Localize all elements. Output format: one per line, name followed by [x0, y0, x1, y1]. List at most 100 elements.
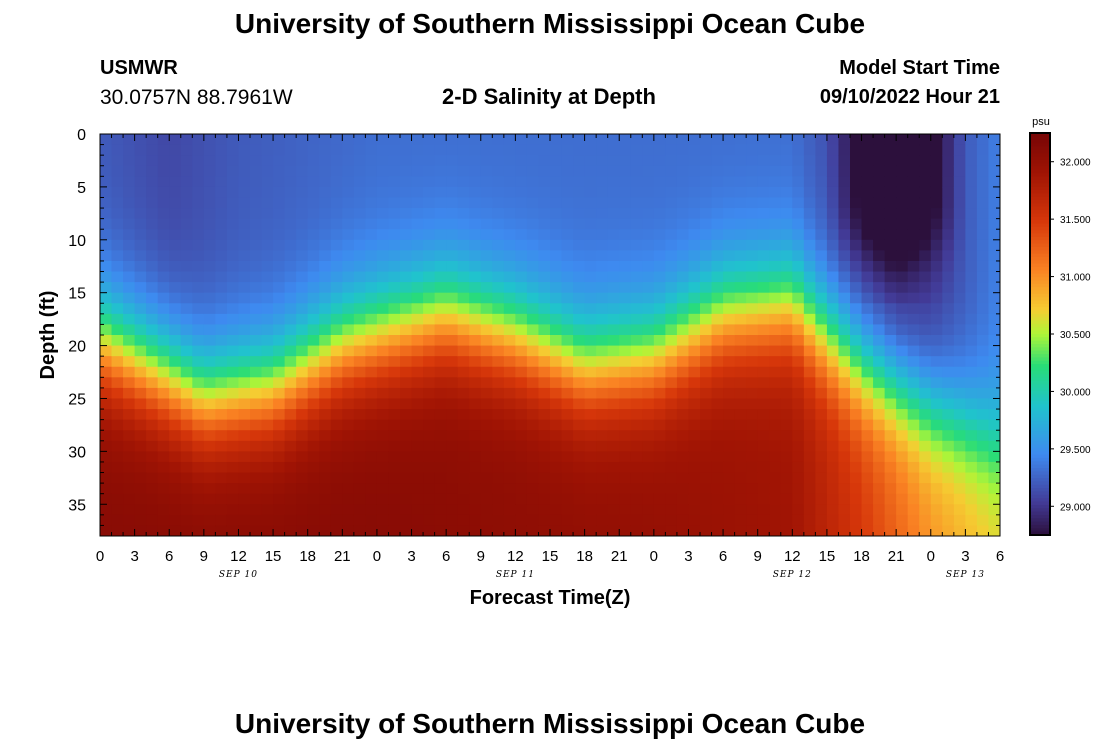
heatmap-cell [550, 356, 563, 368]
heatmap-cell [746, 440, 759, 452]
heatmap-cell [192, 292, 205, 304]
heatmap-cell [480, 472, 493, 484]
heatmap-cell [665, 282, 678, 294]
heatmap-cell [988, 303, 1000, 315]
heatmap-cell [653, 229, 666, 241]
heatmap-cell [446, 440, 459, 452]
heatmap-cell [942, 303, 955, 315]
heatmap-cell [319, 377, 332, 389]
heatmap-cell [896, 229, 909, 241]
heatmap-cell [446, 229, 459, 241]
heatmap-cell [238, 409, 251, 421]
heatmap-cell [215, 250, 228, 262]
heatmap-cell [584, 271, 597, 283]
heatmap-cell [146, 377, 159, 389]
heatmap-cell [665, 239, 678, 251]
heatmap-cell [434, 303, 447, 315]
heatmap-cell [400, 282, 413, 294]
heatmap-cell [907, 387, 920, 400]
heatmap-cell [653, 134, 666, 146]
heatmap-cell [596, 260, 609, 273]
heatmap-cell [780, 250, 793, 262]
heatmap-cell [192, 176, 205, 188]
heatmap-cell [700, 387, 713, 400]
heatmap-cell [873, 282, 886, 294]
heatmap-cell [607, 345, 620, 357]
heatmap-cell [573, 387, 586, 400]
heatmap-cell [330, 440, 343, 452]
heatmap-cell [653, 208, 666, 220]
heatmap-cell [469, 250, 482, 262]
heatmap-cell [423, 514, 436, 527]
heatmap-cell [919, 186, 932, 199]
heatmap-cell [515, 324, 528, 336]
heatmap-cell [619, 377, 632, 389]
heatmap-cell [815, 387, 828, 400]
heatmap-cell [469, 282, 482, 294]
heatmap-cell [515, 197, 528, 209]
heatmap-cell [976, 303, 990, 315]
heatmap-cell [226, 345, 240, 357]
heatmap-cell [376, 197, 390, 209]
heatmap-cell [734, 335, 747, 347]
heatmap-cell [953, 250, 966, 262]
heatmap-cell [884, 472, 897, 484]
heatmap-cell [803, 165, 816, 177]
heatmap-cell [584, 514, 597, 527]
heatmap-cell [919, 144, 932, 156]
heatmap-cell [734, 186, 747, 199]
heatmap-cell [146, 186, 159, 199]
heatmap-cell [596, 134, 609, 146]
heatmap-cell [653, 377, 666, 389]
heatmap-cell [653, 398, 666, 410]
heatmap-cell [826, 176, 840, 188]
heatmap-cell [400, 186, 413, 199]
heatmap-cell [388, 461, 401, 474]
heatmap-cell [746, 345, 759, 357]
heatmap-cell [388, 197, 401, 209]
heatmap-cell [746, 165, 759, 177]
heatmap-cell [480, 335, 493, 347]
heatmap-cell [988, 493, 1000, 505]
heatmap-cell [653, 387, 666, 400]
heatmap-cell [111, 250, 124, 262]
heatmap-cell [284, 472, 297, 484]
heatmap-cell [861, 260, 874, 273]
heatmap-cell [400, 451, 413, 463]
heatmap-cell [711, 461, 724, 474]
heatmap-cell [942, 186, 955, 199]
heatmap-cell [573, 292, 586, 304]
heatmap-cell [180, 345, 193, 357]
heatmap-cell [688, 282, 701, 294]
heatmap-cell [919, 134, 932, 146]
heatmap-cell [330, 282, 343, 294]
heatmap-cell [873, 271, 886, 283]
heatmap-cell [273, 451, 286, 463]
heatmap-cell [838, 260, 851, 273]
heatmap-cell [607, 440, 620, 452]
heatmap-cell [896, 208, 909, 220]
heatmap-cell [965, 398, 978, 410]
heatmap-cell [526, 440, 540, 452]
heatmap-cell [469, 239, 482, 251]
heatmap-cell [561, 387, 574, 400]
heatmap-cell [550, 324, 563, 336]
heatmap-cell [203, 493, 216, 505]
heatmap-cell [769, 461, 782, 474]
heatmap-cell [873, 461, 886, 474]
heatmap-cell [769, 525, 782, 536]
heatmap-cell [353, 440, 366, 452]
heatmap-cell [884, 303, 897, 315]
heatmap-cell [526, 176, 540, 188]
heatmap-cell [561, 356, 574, 368]
heatmap-cell [319, 218, 332, 230]
heatmap-cell [596, 366, 609, 378]
heatmap-cell [157, 419, 170, 431]
heatmap-cell [538, 303, 551, 315]
heatmap-cell [619, 218, 632, 230]
heatmap-cell [469, 134, 482, 146]
heatmap-cell [446, 144, 459, 156]
heatmap-cell [434, 208, 447, 220]
heatmap-cell [988, 165, 1000, 177]
heatmap-cell [665, 409, 678, 421]
